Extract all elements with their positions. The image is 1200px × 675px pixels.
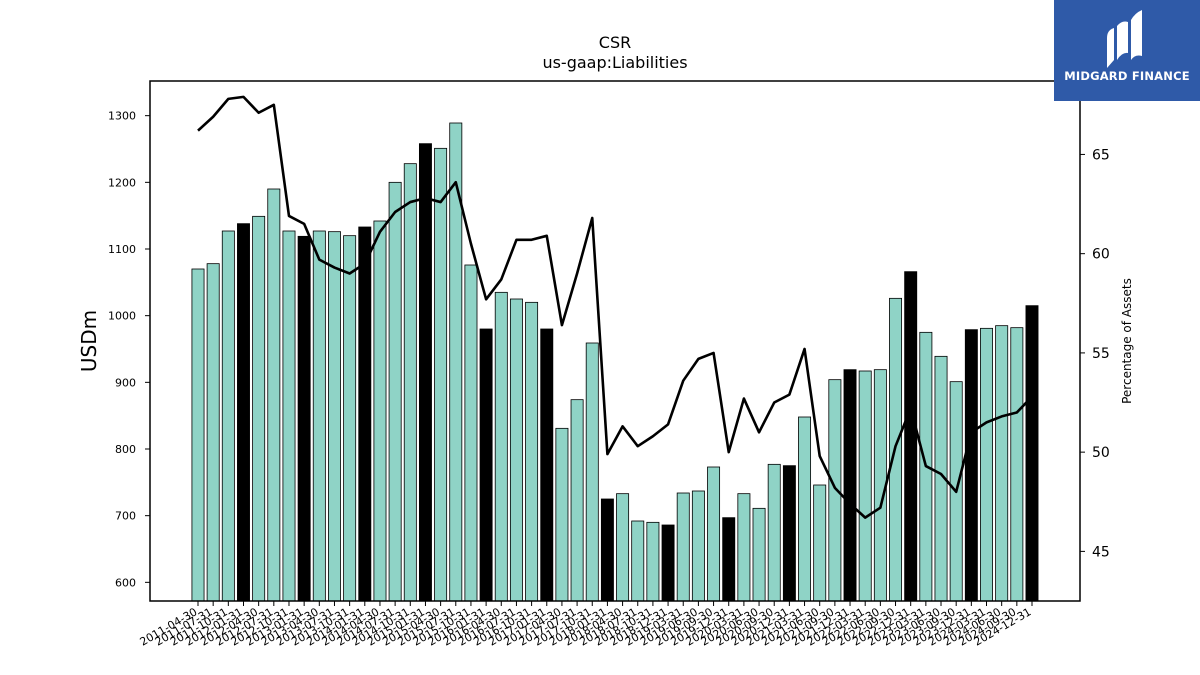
bar (1025, 305, 1039, 602)
bar (676, 492, 690, 602)
bar (980, 327, 993, 602)
bar (434, 147, 448, 602)
bar (525, 301, 539, 602)
y-tick-label: 1000 (108, 310, 136, 323)
bar (767, 463, 781, 602)
bar (237, 223, 250, 602)
y2-tick-label: 50 (1092, 445, 1110, 461)
bar (661, 524, 675, 602)
y2-axis-label: Percentage of Assets (1120, 278, 1134, 404)
bar (631, 520, 645, 602)
bar (722, 517, 736, 602)
bar (494, 291, 508, 602)
bar (1010, 327, 1024, 602)
y-tick-label: 1300 (108, 110, 136, 123)
y-tick-label: 600 (115, 576, 136, 589)
bar (267, 188, 281, 602)
bar (297, 235, 311, 602)
bar (828, 379, 842, 602)
bar (555, 427, 569, 602)
y2-tick-label: 45 (1092, 544, 1110, 560)
y2-tick-label: 55 (1092, 346, 1110, 362)
bar (540, 328, 554, 602)
y-axis-label: USDm (77, 310, 101, 372)
bar (798, 416, 812, 602)
chart-title: CSR (599, 33, 631, 52)
bar (707, 466, 721, 602)
bar (585, 342, 599, 602)
bar (464, 264, 478, 602)
bar (509, 298, 523, 602)
y2-tick-label: 65 (1092, 147, 1110, 163)
bar (373, 220, 387, 602)
bar (418, 143, 432, 602)
bar (616, 493, 630, 602)
bar (858, 370, 872, 602)
logo-text: MIDGARD FINANCE (1064, 69, 1190, 83)
y-tick-label: 1100 (108, 243, 136, 256)
y-tick-label: 900 (115, 376, 136, 389)
plot-frame (149, 80, 1081, 602)
bar-group (191, 122, 1039, 602)
bar (691, 490, 705, 602)
bar (191, 268, 205, 602)
bar (813, 484, 827, 602)
chart-subtitle: us-gaap:Liabilities (542, 53, 687, 72)
left-axis: 600 700 800 900 1000 1100 1200 1300 (108, 110, 150, 589)
y-tick-label: 800 (115, 443, 136, 456)
bar (904, 271, 918, 602)
bar (358, 226, 372, 602)
bar (206, 263, 220, 602)
bar (343, 235, 357, 602)
bar (388, 181, 402, 602)
bar (782, 465, 796, 602)
bar (282, 230, 296, 602)
bar (646, 521, 660, 602)
bar (221, 230, 235, 602)
bar (252, 215, 266, 602)
brand-logo: MIDGARD FINANCE (1054, 0, 1200, 101)
bar (964, 329, 978, 602)
y-tick-label: 1200 (108, 176, 136, 189)
bar (843, 369, 857, 602)
bar (600, 498, 614, 602)
right-axis: 45 50 55 60 65 (1080, 147, 1110, 560)
bar (752, 507, 766, 602)
percentage-line (197, 95, 1033, 519)
x-axis: 2011-04-302011-07-312011-10-312012-01-31… (138, 601, 1034, 649)
bar (312, 230, 326, 602)
bar (570, 399, 584, 602)
line-layer (197, 95, 1033, 519)
bar (479, 328, 493, 602)
bar (737, 493, 751, 602)
bar (995, 325, 1009, 602)
midgard-logo-icon (1107, 10, 1142, 68)
y-tick-label: 700 (115, 510, 136, 523)
bar (328, 231, 341, 602)
bar (403, 163, 417, 602)
y2-tick-label: 60 (1092, 247, 1110, 263)
